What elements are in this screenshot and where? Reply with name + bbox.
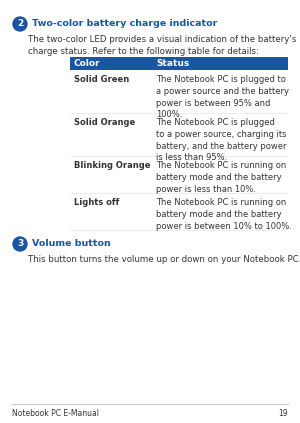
Text: The Notebook PC is running on
battery mode and the battery
power is between 10% : The Notebook PC is running on battery mo… (156, 198, 292, 231)
Text: Notebook PC E-Manual: Notebook PC E-Manual (12, 409, 99, 418)
Text: Lights off: Lights off (74, 198, 119, 207)
Text: The Notebook PC is plugged
to a power source, charging its
battery, and the batt: The Notebook PC is plugged to a power so… (156, 118, 286, 162)
Text: 19: 19 (278, 409, 288, 418)
Text: Blinking Orange: Blinking Orange (74, 161, 151, 170)
Text: Status: Status (156, 59, 189, 68)
Bar (70, 57, 288, 70)
Circle shape (13, 237, 27, 251)
Text: Solid Orange: Solid Orange (74, 118, 135, 127)
Circle shape (13, 17, 27, 31)
Text: This button turns the volume up or down on your Notebook PC.: This button turns the volume up or down … (28, 255, 300, 264)
Text: Color: Color (74, 59, 100, 68)
Text: 3: 3 (17, 239, 23, 248)
Text: The two-color LED provides a visual indication of the battery's
charge status. R: The two-color LED provides a visual indi… (28, 35, 296, 56)
Text: Volume button: Volume button (32, 239, 111, 248)
Text: The Notebook PC is running on
battery mode and the battery
power is less than 10: The Notebook PC is running on battery mo… (156, 161, 286, 194)
Text: 2: 2 (17, 19, 23, 28)
Text: Two-color battery charge indicator: Two-color battery charge indicator (32, 19, 218, 28)
Text: Solid Green: Solid Green (74, 75, 129, 84)
Text: The Notebook PC is plugged to
a power source and the battery
power is between 95: The Notebook PC is plugged to a power so… (156, 75, 289, 119)
